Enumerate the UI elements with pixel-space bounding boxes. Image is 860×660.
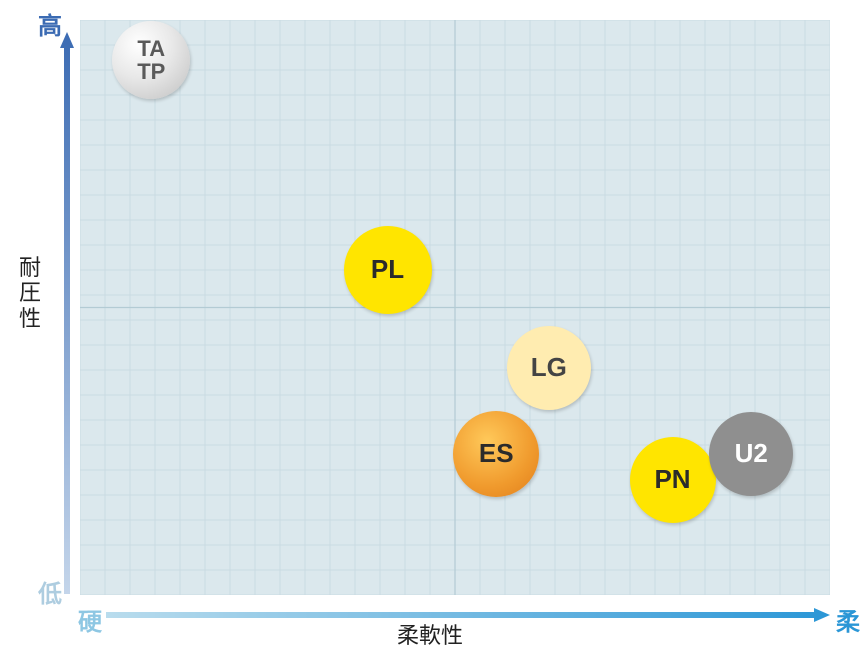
y-axis-title: 耐圧性 — [18, 255, 42, 331]
plot-area: TA TP PL LG ES PN U2 — [80, 20, 830, 595]
bubble-label: PL — [371, 256, 404, 283]
bubble-label: PN — [654, 466, 690, 493]
bubble-pn: PN — [630, 437, 716, 523]
bubble-label: ES — [479, 440, 514, 467]
x-axis-title: 柔軟性 — [0, 618, 860, 650]
y-axis-high-label: 高 — [38, 6, 62, 41]
bubble-pl: PL — [344, 226, 432, 314]
y-axis-arrow-icon — [60, 32, 74, 594]
bubble-lg: LG — [507, 326, 591, 410]
bubble-label: TA TP — [137, 37, 165, 83]
grid — [80, 20, 830, 595]
bubble-label: U2 — [735, 440, 768, 467]
y-axis-low-label: 低 — [38, 574, 62, 609]
bubble-ta-tp: TA TP — [112, 21, 190, 99]
bubble-label: LG — [531, 354, 567, 381]
bubble-es: ES — [453, 411, 539, 497]
chart-stage: TA TPPLLGESPNU2 高 低 硬 柔 耐圧性 柔軟性 — [0, 0, 860, 660]
bubble-u2: U2 — [709, 412, 793, 496]
